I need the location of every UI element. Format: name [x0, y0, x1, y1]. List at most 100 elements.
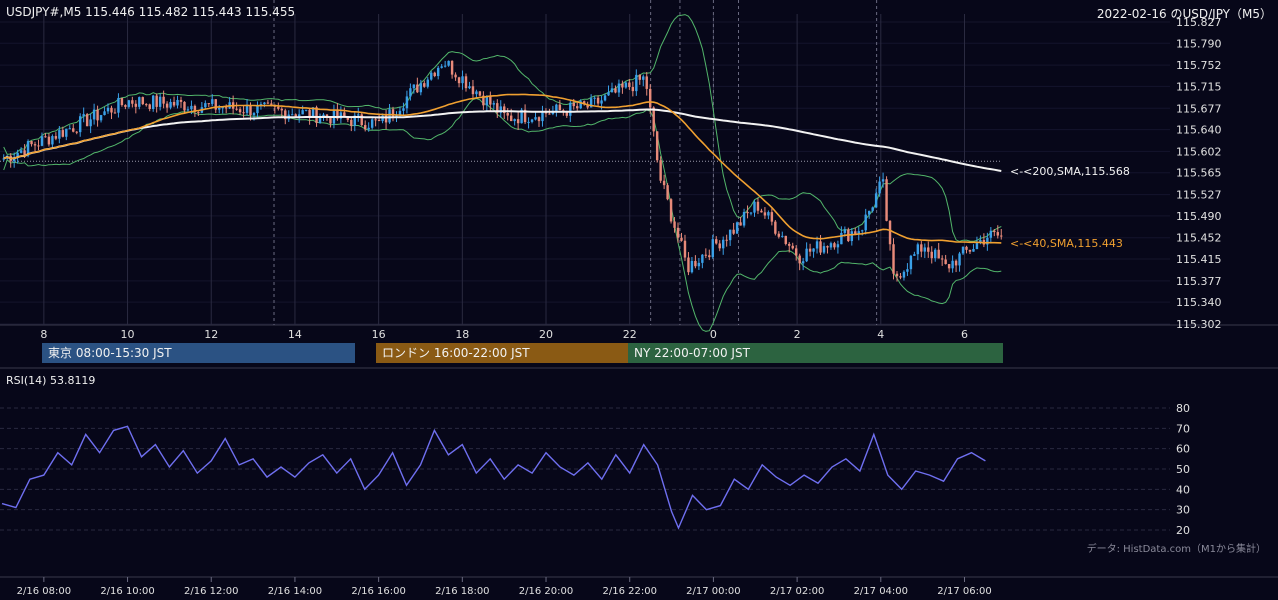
candle-body	[447, 60, 450, 66]
candle-body	[840, 232, 843, 245]
candle-body	[193, 105, 197, 112]
rsi-axis: 80 70 60 50 40 30 20	[1176, 402, 1190, 537]
candle-body	[113, 112, 117, 114]
candle-body	[537, 117, 541, 122]
candle-body	[141, 97, 144, 105]
candle-body	[812, 248, 815, 252]
candle-body	[961, 246, 965, 254]
hour-tick: 6	[961, 328, 968, 341]
candle-body	[40, 136, 44, 146]
candle-body	[506, 113, 509, 116]
candle-body	[280, 108, 284, 111]
candle-body	[593, 97, 596, 99]
candle-body	[482, 95, 485, 106]
price-axis: 115.827 115.790 115.752 115.715 115.677 115.6…	[1176, 16, 1222, 331]
time-tick: 2/17 02:00	[770, 586, 824, 597]
sma-40-label: <-<40,SMA,115.443	[1010, 237, 1123, 250]
candle-body	[294, 114, 297, 117]
candle-body	[614, 88, 617, 93]
hour-tick: 14	[288, 328, 302, 341]
candle-body	[155, 95, 158, 107]
bollinger-lower	[3, 97, 1002, 332]
rsi-tick: 70	[1176, 422, 1190, 435]
candle-body	[496, 103, 499, 113]
candle-body	[148, 104, 151, 109]
moving-averages	[3, 93, 1002, 244]
candle-body	[176, 99, 179, 106]
candle-body	[513, 119, 516, 122]
candle-body	[934, 249, 937, 259]
candle-body	[197, 111, 200, 113]
candle-body	[534, 117, 537, 120]
candle-body	[454, 74, 457, 78]
candle-body	[131, 100, 134, 104]
bollinger-bands	[3, 14, 1002, 332]
sma-labels: <-<200,SMA,115.568 <-<40,SMA,115.443	[1010, 165, 1130, 250]
candle-body	[697, 262, 701, 267]
candle-body	[603, 95, 607, 101]
candle-body	[753, 201, 756, 213]
candle-body	[920, 244, 923, 252]
candle-body	[874, 193, 878, 208]
time-tick: 2/16 16:00	[351, 586, 405, 597]
candle-body	[360, 114, 363, 126]
candle-body	[68, 128, 71, 130]
candle-body	[746, 212, 749, 214]
candle-body	[65, 128, 68, 137]
candle-body	[304, 109, 308, 111]
candle-body	[457, 77, 461, 84]
candle-body	[635, 74, 638, 92]
candle-body	[2, 158, 5, 160]
candle-body	[913, 254, 916, 256]
candle-body	[794, 248, 798, 256]
candle-body	[666, 185, 669, 200]
candle-body	[940, 258, 944, 260]
candle-body	[555, 104, 558, 111]
candle-body	[92, 109, 96, 120]
candle-body	[662, 180, 666, 186]
candle-body	[165, 103, 169, 108]
candle-body	[336, 109, 339, 119]
candle-body	[659, 160, 662, 181]
candle-body	[443, 65, 447, 67]
candle-body	[930, 251, 933, 259]
candle-body	[329, 117, 332, 124]
candle-body	[61, 130, 65, 137]
candle-body	[854, 231, 857, 234]
candle-body	[558, 104, 562, 111]
candle-body	[343, 112, 346, 118]
candle-body	[721, 239, 725, 249]
price-grid	[0, 0, 1278, 578]
candle-body	[728, 229, 732, 241]
candle-body	[968, 249, 972, 252]
sma-200-line	[3, 108, 1002, 172]
candle-body	[642, 76, 645, 80]
candle-body	[986, 237, 989, 245]
candle-body	[958, 253, 961, 266]
candle-body	[767, 212, 770, 216]
candle-body	[993, 230, 996, 233]
candle-body	[169, 101, 172, 108]
price-tick: 115.302	[1176, 318, 1222, 331]
session-ny: NY 22:00-07:00 JST	[628, 343, 1003, 363]
candle-body	[791, 245, 794, 249]
candle-body	[864, 214, 867, 231]
candle-body	[683, 240, 687, 258]
candle-body	[464, 76, 468, 89]
candle-body	[44, 136, 47, 138]
candle-body	[975, 242, 979, 249]
candle-body	[242, 112, 245, 114]
candle-body	[179, 99, 183, 102]
candle-body	[12, 157, 16, 162]
candle-body	[895, 273, 899, 277]
candle-body	[475, 91, 478, 95]
candle-body	[357, 114, 360, 116]
candle-body	[927, 247, 930, 252]
price-tick: 115.377	[1176, 275, 1222, 288]
candle-body	[423, 83, 426, 87]
candle-body	[906, 269, 909, 272]
candle-body	[450, 60, 454, 75]
candle-body	[885, 179, 888, 221]
time-tick: 2/17 06:00	[937, 586, 991, 597]
candle-body	[33, 144, 37, 146]
